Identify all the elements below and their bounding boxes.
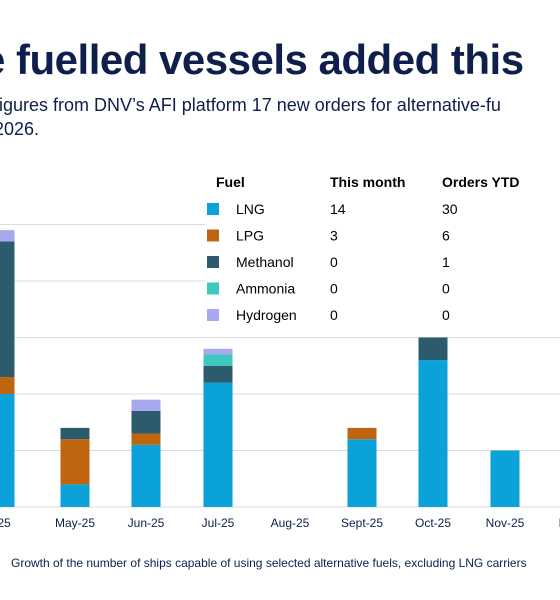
legend-header-2: Orders YTD: [442, 174, 520, 190]
bar-lng-oct-25: [418, 360, 448, 507]
x-axis-tick-labels: r-25 May-25 Jun-25 Jul-25 Aug-25 Sept-25 Oct-2…: [0, 516, 560, 530]
bar-lng-may-25: [60, 484, 90, 507]
bar-methanol-jul-25: [203, 365, 233, 383]
bar-lng-sept-25: [347, 439, 377, 507]
legend-orders-ytd: 6: [442, 228, 450, 244]
legend-orders-ytd: 0: [442, 281, 450, 297]
legend-fuel-label: Hydrogen: [236, 307, 297, 323]
legend-fuel-label: LNG: [236, 201, 265, 217]
legend-this-month: 0: [330, 254, 338, 270]
bar-hydrogen-r-25: [0, 230, 15, 242]
legend-swatch-lpg: [207, 229, 219, 242]
x-tick-label: May-25: [55, 516, 95, 530]
legend-header-1: This month: [330, 174, 405, 190]
bar-lpg-may-25: [60, 439, 90, 485]
bar-ammonia-jul-25: [203, 354, 233, 366]
page-title: e fuelled vessels added this: [0, 36, 524, 83]
bar-methanol-may-25: [60, 427, 90, 440]
x-tick-label: Oct-25: [415, 516, 451, 530]
legend-swatch-ammonia: [207, 282, 219, 295]
bar-lng-nov-25: [490, 450, 520, 507]
subtitle-line-2: 2026.: [0, 119, 40, 139]
legend-panel: [205, 168, 560, 336]
chart-caption: Growth of the number of ships capable of…: [11, 556, 527, 570]
legend-fuel-label: Ammonia: [236, 281, 295, 297]
x-tick-label: r-25: [0, 516, 11, 530]
x-tick-label: Sept-25: [341, 516, 383, 530]
bar-lng-r-25: [0, 394, 15, 507]
legend-swatch-hydrogen: [207, 309, 219, 321]
page-subtitle: figures from DNV’s AFI platform 17 new o…: [0, 93, 501, 141]
legend-this-month: 14: [330, 201, 346, 217]
legend-this-month: 0: [330, 307, 338, 323]
x-tick-label: Jun-25: [128, 516, 165, 530]
legend-this-month: 3: [330, 228, 338, 244]
legend-fuel-label: LPG: [236, 228, 264, 244]
legend-fuel-label: Methanol: [236, 254, 294, 270]
bar-hydrogen-jul-25: [203, 348, 233, 355]
legend-orders-ytd: 0: [442, 307, 450, 323]
bar-lpg-jun-25: [131, 433, 161, 445]
bar-hydrogen-jun-25: [131, 399, 161, 411]
stacked-bar-chart: r-25 May-25 Jun-25 Jul-25 Aug-25 Sept-25 Oct-2…: [0, 168, 560, 530]
subtitle-line-1: figures from DNV’s AFI platform 17 new o…: [0, 95, 501, 115]
x-tick-label: Nov-25: [486, 516, 525, 530]
bar-lpg-r-25: [0, 377, 15, 394]
legend-orders-ytd: 1: [442, 254, 450, 270]
x-tick-label: D: [559, 516, 560, 530]
legend-header-0: Fuel: [216, 174, 245, 190]
bar-methanol-r-25: [0, 241, 15, 378]
bar-methanol-jun-25: [131, 410, 161, 434]
legend-this-month: 0: [330, 281, 338, 297]
legend-orders-ytd: 30: [442, 201, 458, 217]
x-tick-label: Jul-25: [202, 516, 235, 530]
bar-lng-jul-25: [203, 382, 233, 507]
bar-methanol-oct-25: [418, 337, 448, 361]
x-tick-label: Aug-25: [271, 516, 310, 530]
legend-swatch-lng: [207, 203, 219, 215]
bars: [0, 230, 520, 507]
bar-lpg-sept-25: [347, 427, 377, 440]
bar-lng-jun-25: [131, 444, 161, 507]
legend-table: Fuel This month Orders YTD LNG 14 30 LPG 3 6 Meth…: [205, 168, 560, 336]
legend-swatch-methanol: [207, 256, 219, 268]
